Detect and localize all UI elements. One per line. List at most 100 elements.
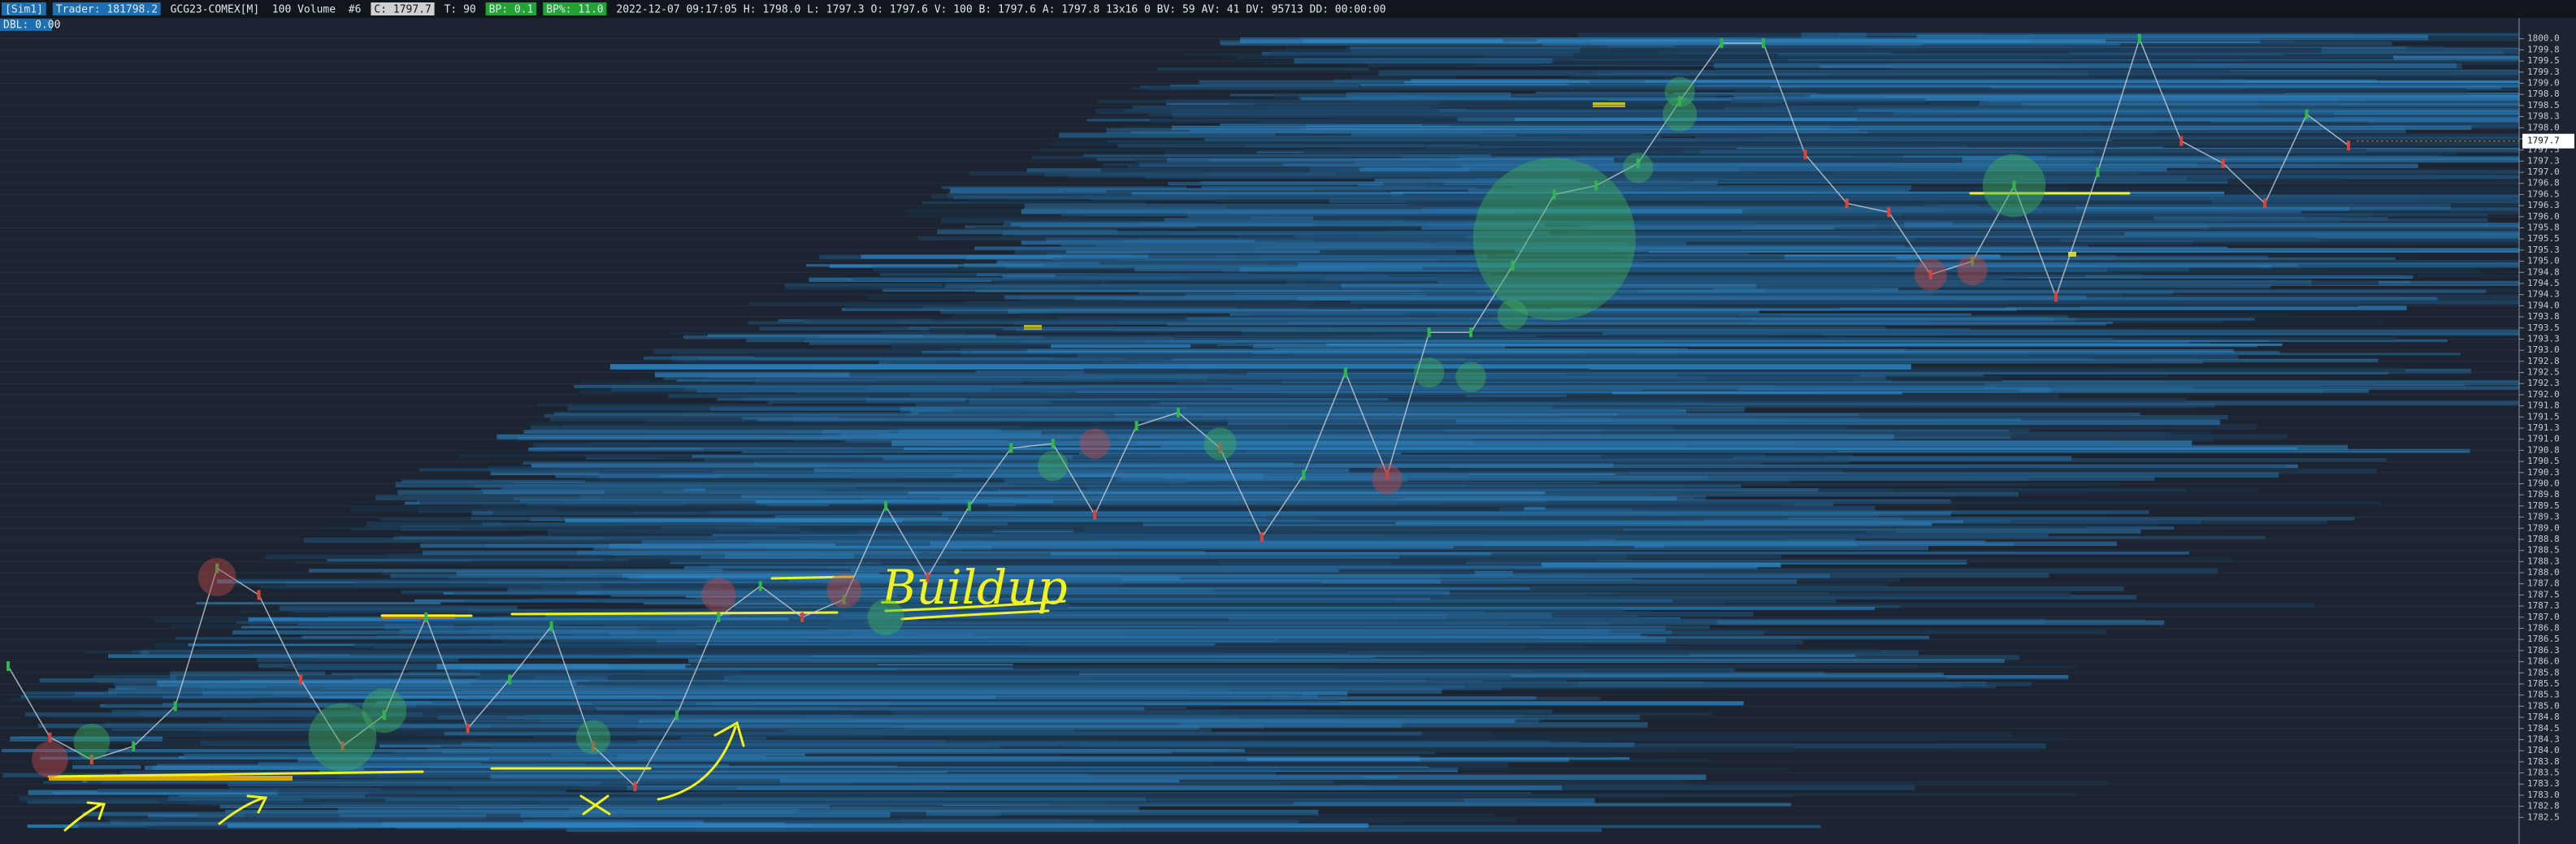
heat-cell xyxy=(1706,58,2519,63)
tick-label: 1793.3 xyxy=(2527,333,2560,344)
tick-label: 1795.0 xyxy=(2527,256,2560,266)
heat-cell xyxy=(1593,102,1625,107)
trade-bubble xyxy=(1914,258,1947,292)
heat-cell xyxy=(301,635,1649,639)
heat-cell xyxy=(476,675,1511,681)
heat-cell xyxy=(381,822,786,828)
header-item: #6 xyxy=(349,4,362,16)
heat-cell xyxy=(908,491,1546,495)
heat-cell xyxy=(1580,223,2519,230)
heat-cell xyxy=(707,333,923,337)
heat-cell xyxy=(579,389,1045,394)
heat-cell xyxy=(1031,425,1848,430)
heat-cell xyxy=(202,755,1615,758)
tick-label: 1796.3 xyxy=(2527,200,2560,210)
tick-label: 1794.3 xyxy=(2527,289,2560,300)
heat-cell xyxy=(509,617,917,623)
heat-cell xyxy=(555,474,1073,478)
price-bar xyxy=(1887,207,1891,218)
heat-cell xyxy=(37,723,1402,728)
heat-cell xyxy=(1466,106,2519,111)
heat-cell xyxy=(903,447,2298,451)
heat-cell xyxy=(197,812,1495,817)
heat-cell xyxy=(1145,340,1666,344)
tick-label: 1797.3 xyxy=(2527,155,2560,166)
heat-cell xyxy=(479,671,1079,676)
heat-cell xyxy=(1004,295,2087,300)
heat-cell xyxy=(1792,118,2519,123)
heat-cell xyxy=(1295,235,1844,240)
heat-cell xyxy=(778,525,2088,529)
heat-cell xyxy=(470,682,1706,685)
heat-cell xyxy=(523,430,1233,434)
tick-label: 1790.8 xyxy=(2527,444,2560,455)
heat-cell xyxy=(1660,150,2248,156)
heat-cell xyxy=(757,418,2021,422)
heat-cell xyxy=(1164,218,1407,224)
heat-cell xyxy=(704,458,1850,464)
heat-cell xyxy=(1100,398,2187,403)
tick-label: 1795.3 xyxy=(2527,245,2560,255)
price-bar xyxy=(1971,256,1975,266)
heat-cell xyxy=(680,736,766,741)
heat-cell xyxy=(630,382,1177,387)
heat-cell xyxy=(549,416,884,422)
heat-cell xyxy=(1000,428,1445,433)
heat-cell xyxy=(528,422,1195,426)
heat-cell xyxy=(906,209,1059,213)
heat-cell xyxy=(375,495,1706,501)
heat-cell xyxy=(1112,360,2153,364)
heat-cell xyxy=(24,712,423,716)
price-bar xyxy=(674,710,679,721)
heat-cell xyxy=(1247,371,2389,374)
heat-cell xyxy=(1095,108,1858,115)
second-line: DBL: 0.00 xyxy=(3,19,60,32)
heat-cell xyxy=(692,455,1601,458)
tick-label: 1783.0 xyxy=(2527,790,2560,800)
heat-cell xyxy=(1056,316,1494,322)
heat-cell xyxy=(1052,141,1548,146)
heat-cell xyxy=(1131,192,1403,196)
heat-cell xyxy=(1027,495,1562,498)
heat-cell xyxy=(1051,344,1191,348)
heat-cell xyxy=(843,614,1447,619)
heat-cell xyxy=(1283,163,2197,167)
heat-cell xyxy=(743,396,866,401)
heat-cell xyxy=(746,338,2114,343)
tick-label: 1789.8 xyxy=(2527,489,2560,500)
heat-cell xyxy=(1313,214,2154,221)
heat-cell xyxy=(727,742,2046,749)
heat-cell xyxy=(1426,136,1569,140)
heat-cell xyxy=(1201,186,1684,190)
heat-cell xyxy=(1134,266,1367,272)
heat-cell xyxy=(1476,289,2487,293)
heat-cell xyxy=(234,583,1503,587)
trade-bubble xyxy=(1079,428,1110,459)
heat-cell xyxy=(85,730,575,737)
heat-cell xyxy=(1493,234,2519,239)
tick-label: 1794.8 xyxy=(2527,266,2560,277)
price-bar xyxy=(340,741,345,751)
heat-cell xyxy=(246,645,1026,651)
heat-cell xyxy=(1132,106,2342,110)
heat-cell xyxy=(683,488,1819,492)
trade-bubble xyxy=(1472,158,1636,321)
tick-label: 1789.0 xyxy=(2527,522,2560,533)
tick-label: 1783.8 xyxy=(2527,756,2560,767)
heat-cell xyxy=(1229,102,2023,106)
trade-bubble xyxy=(701,578,736,612)
tick-label: 1785.3 xyxy=(2527,690,2560,700)
tick-label: 1783.3 xyxy=(2527,778,2560,789)
heat-cell xyxy=(375,701,1744,706)
heat-cell xyxy=(954,465,2288,470)
heat-cell xyxy=(568,562,1542,569)
heat-cell xyxy=(866,396,966,402)
heat-cell xyxy=(1699,149,2095,154)
heat-cell xyxy=(525,535,1785,540)
price-bar xyxy=(2137,33,2141,44)
heat-cell xyxy=(482,522,1008,526)
heat-cell xyxy=(1438,101,1980,106)
heat-cell xyxy=(1818,90,2286,94)
heat-cell xyxy=(1695,136,2519,141)
heat-cell xyxy=(1439,109,2147,115)
